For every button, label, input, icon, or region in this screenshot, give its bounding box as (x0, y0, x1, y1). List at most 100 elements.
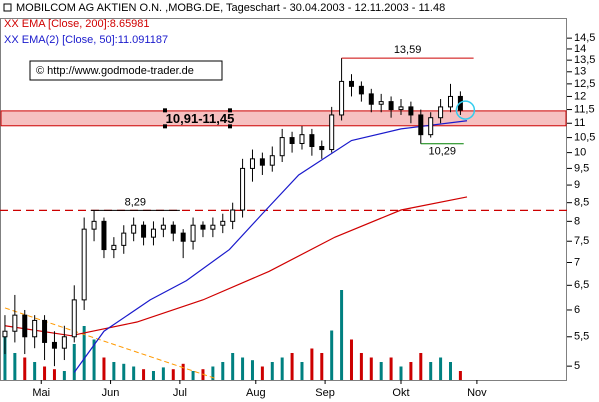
legend-entry: XX EMA [Close, 200]:8.65981 (4, 18, 150, 30)
volume-bar (221, 362, 225, 380)
volume-bar (13, 353, 17, 380)
volume-bar (52, 369, 56, 380)
candle-body (51, 341, 57, 349)
band-handle (228, 108, 232, 113)
chart-icon (3, 3, 12, 12)
candle-body (111, 244, 117, 251)
band-handle (228, 124, 232, 129)
volume-bar (72, 344, 76, 380)
volume-bar (379, 362, 383, 380)
chart-title: MOBILCOM AG AKTIEN O.N. ,MOBG.DE, Tagesc… (16, 2, 445, 14)
candle-body (180, 232, 186, 242)
candle-body (329, 114, 335, 151)
y-tick-label: 7,5 (574, 235, 589, 247)
volume-bar (33, 362, 37, 380)
volume-bar (122, 363, 126, 380)
volume-bar (82, 326, 86, 380)
y-tick-label: 10 (574, 147, 586, 159)
candle-body (418, 114, 424, 136)
volume-bar (191, 371, 195, 380)
candle-body (348, 80, 354, 87)
volume-bar (161, 367, 165, 380)
candle-body (447, 95, 453, 108)
level-label: 13,59 (394, 44, 422, 56)
y-tick-label: 13,5 (574, 54, 595, 66)
y-tick-label: 8,5 (574, 197, 589, 209)
candle-body (141, 224, 147, 238)
volume-bar (142, 369, 146, 380)
volume-bar (419, 353, 423, 380)
level-label: 10,29 (428, 146, 456, 158)
candle-body (101, 220, 107, 251)
y-tick-label: 14 (574, 43, 586, 55)
candle-body (91, 220, 97, 230)
y-tick-label: 11 (574, 117, 585, 129)
candle-body (279, 137, 285, 157)
volume-bar (102, 357, 106, 380)
ema-line (73, 120, 468, 373)
x-tick-label: Okt (392, 387, 409, 399)
candle-body (428, 117, 434, 136)
y-tick-label: 12,5 (574, 78, 595, 90)
candle-body (200, 224, 206, 230)
band-handle (163, 124, 167, 129)
volume-bar (429, 362, 433, 380)
y-tick-label: 5,5 (574, 331, 589, 343)
candle-body (160, 224, 166, 230)
candle-body (309, 134, 315, 148)
band-label: 10,91-11,45 (166, 111, 235, 126)
volume-bar (280, 357, 284, 380)
volume-bar (409, 362, 413, 380)
volume-bar (349, 339, 353, 380)
volume-bar (241, 357, 245, 380)
volume-bar (439, 357, 443, 380)
candle-body (170, 224, 176, 234)
volume-bar (171, 369, 175, 380)
volume-bar (62, 371, 66, 380)
x-tick-label: Aug (246, 387, 266, 399)
candle-body (121, 232, 127, 246)
copyright: © http://www.godmode-trader.de (36, 65, 194, 77)
volume-bar (260, 366, 264, 380)
volume-bar (211, 366, 215, 380)
y-tick-label: 13 (574, 66, 586, 78)
candle-body (61, 336, 67, 349)
trendline (4, 307, 217, 380)
last-close-marker (455, 100, 476, 120)
candle-body (388, 101, 394, 111)
x-tick-label: Mai (32, 387, 50, 399)
x-tick-label: Jun (102, 387, 120, 399)
candle-body (81, 228, 87, 301)
y-tick-label: 6 (574, 304, 580, 316)
candle-body (32, 319, 38, 338)
support-band (0, 110, 567, 127)
volume-bar (448, 362, 452, 380)
x-tick-label: Nov (467, 387, 487, 399)
y-tick-label: 8 (574, 215, 580, 227)
candle-body (378, 101, 384, 105)
candle-body (249, 158, 255, 169)
copyright-box (29, 60, 223, 81)
y-tick-label: 9 (574, 179, 580, 191)
volume-bar (369, 357, 373, 380)
y-tick-label: 9,5 (574, 162, 589, 174)
candle-body (210, 224, 216, 230)
candle-body (220, 220, 226, 226)
volume-bar (132, 366, 136, 380)
volume-bar (23, 357, 27, 380)
candle-body (408, 106, 414, 116)
volume-bar (112, 362, 116, 380)
candle-body (319, 146, 325, 151)
candle-body (358, 85, 364, 95)
y-tick-label: 5 (574, 360, 580, 372)
candle-body (22, 314, 28, 338)
candle-body (398, 106, 404, 111)
volume-bar (458, 371, 462, 380)
volume-bar (300, 362, 304, 380)
plot-frame (0, 18, 567, 381)
volume-bar (92, 339, 96, 380)
candle-body (240, 167, 246, 211)
candle-body (269, 155, 275, 166)
